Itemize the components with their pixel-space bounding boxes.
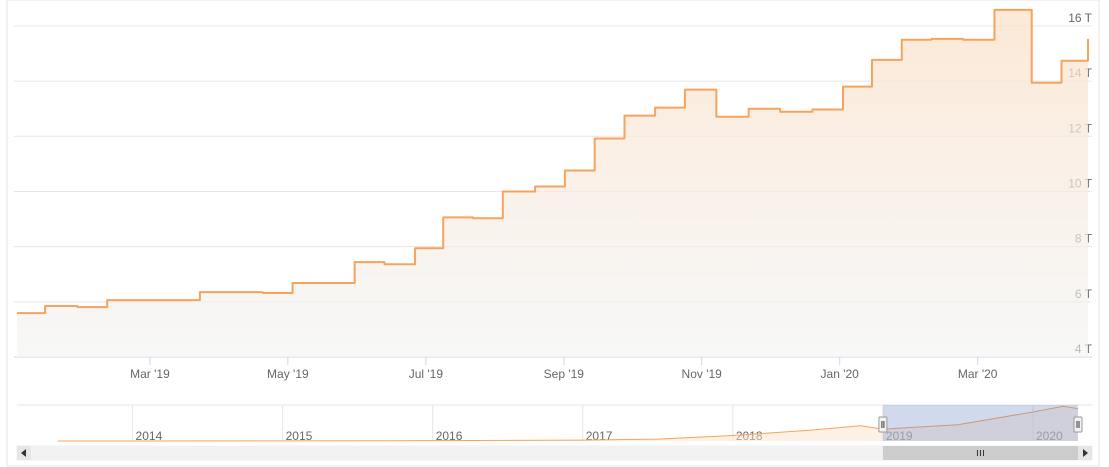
y-tick-label: 16 T [1068, 11, 1092, 25]
arrow-left [21, 449, 26, 457]
arrow-right [1083, 449, 1088, 457]
handle-grip [1076, 421, 1080, 428]
x-tick-label: Mar '19 [130, 367, 170, 381]
handle-grip [881, 421, 885, 428]
x-tick-label: May '19 [267, 367, 309, 381]
navigator-area [57, 406, 1078, 441]
frame [6, 0, 1100, 467]
x-tick-label: Jan '20 [821, 367, 860, 381]
scrollbar-grip [976, 450, 984, 456]
x-tick-label: Mar '20 [958, 367, 998, 381]
navigator-tick-label: 2016 [436, 429, 463, 443]
x-tick-label: Nov '19 [682, 367, 723, 381]
navigator-tick-label: 2015 [286, 429, 313, 443]
navigator-tick-label: 2014 [136, 429, 163, 443]
navigator-mask [882, 405, 1078, 441]
series-line [16, 8, 1089, 315]
navigator-handle[interactable] [1073, 416, 1083, 433]
area-fill [16, 9, 1088, 358]
navigator-line [57, 405, 1079, 442]
x-tick-label: Sep '19 [544, 367, 585, 381]
navigator-handle[interactable] [878, 416, 888, 433]
x-tick-label: Jul '19 [409, 367, 444, 381]
